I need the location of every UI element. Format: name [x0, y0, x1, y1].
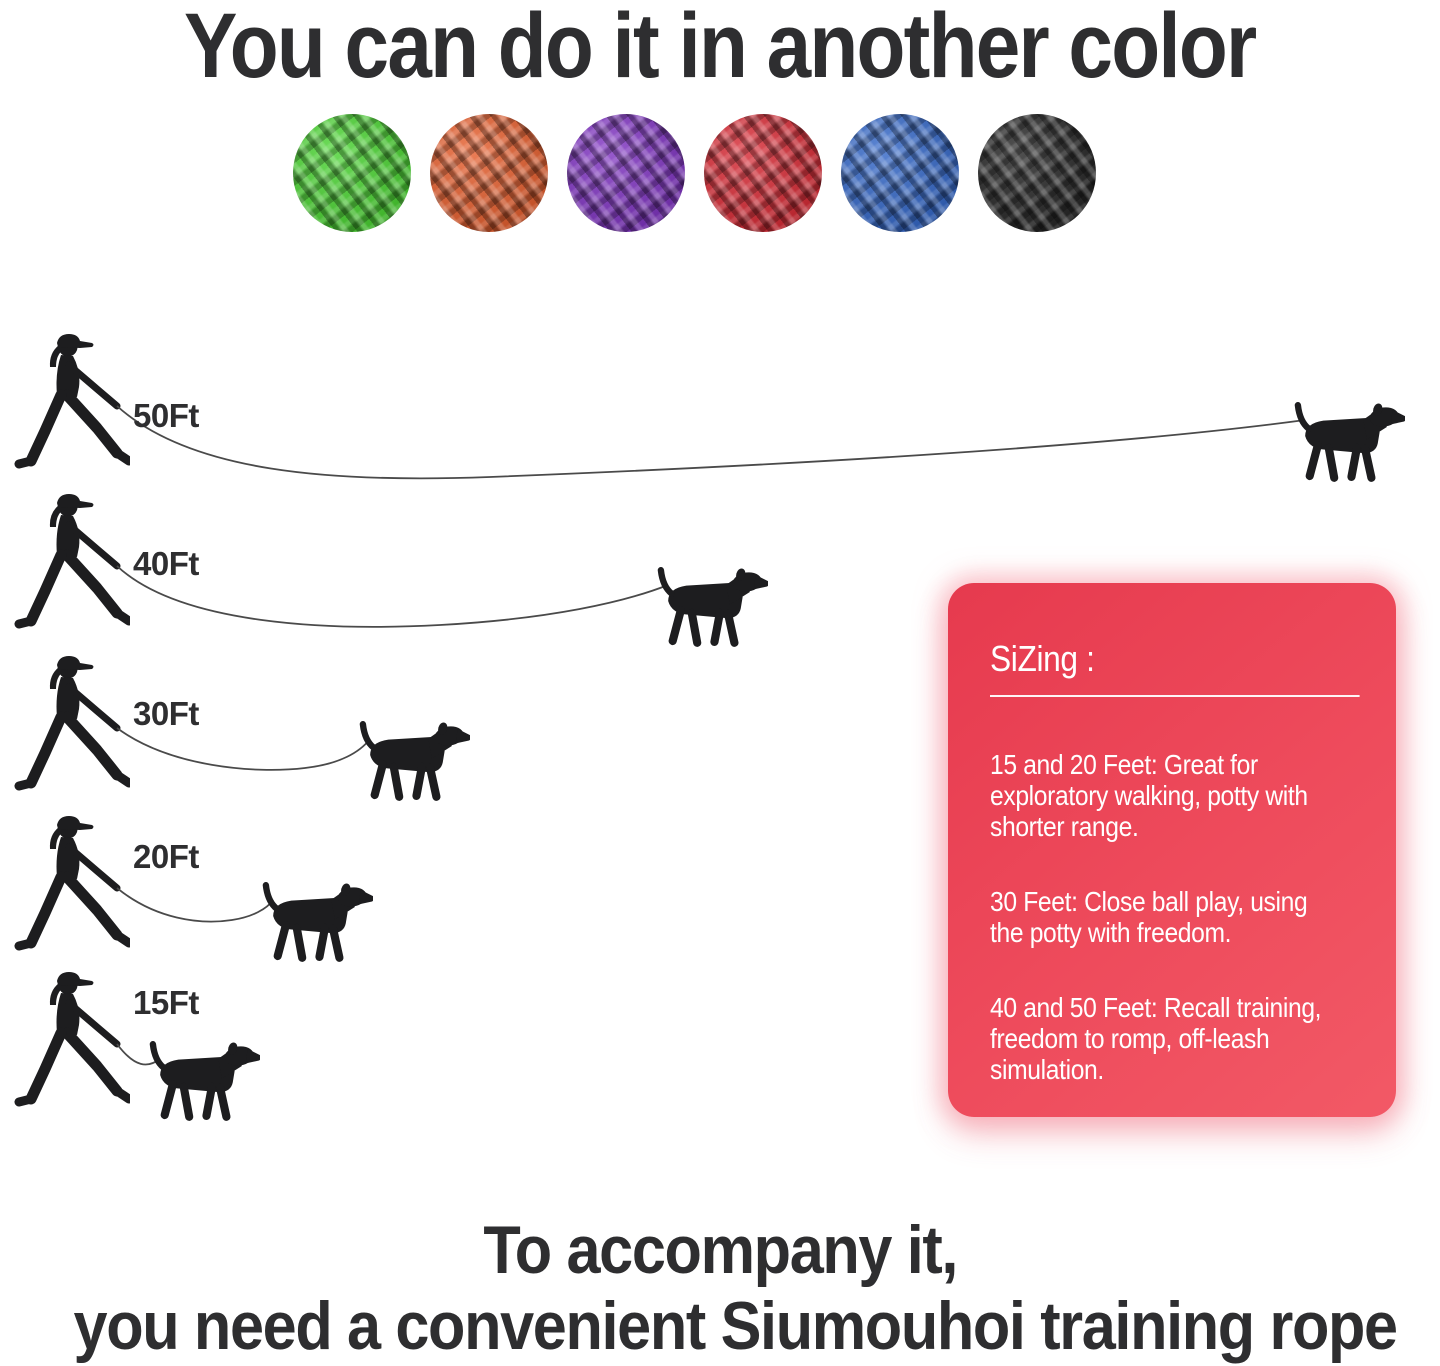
length-label-50ft: 50Ft [133, 397, 199, 434]
dog-icon [266, 882, 374, 957]
sizing-paragraph-15-20ft: 15 and 20 Feet: Great for exploratory wa… [990, 749, 1360, 842]
sizing-paragraph-line: the potty with freedom. [990, 917, 1232, 948]
footer-line-1: To accompany it, [483, 1212, 958, 1288]
dog-icon [363, 721, 471, 796]
footer-headline: To accompany it, you need a convenient S… [0, 1212, 1440, 1364]
sizing-card-content: SiZing : 15 and 20 Feet: Great for explo… [990, 639, 1360, 1085]
page-title-text: You can do it in another color [184, 0, 1257, 97]
sizing-paragraph-line: freedom to romp, off-leash [990, 1023, 1270, 1054]
leash-line [116, 887, 274, 923]
leash-row-30ft: 30Ft [19, 656, 471, 797]
leash-row-50ft: 50Ft [19, 334, 1406, 478]
leash-row-20ft: 20Ft [19, 816, 374, 958]
length-label-20ft: 20Ft [133, 838, 199, 875]
leash-row-40ft: 40Ft [19, 494, 769, 643]
person-icon [19, 656, 129, 786]
leash-line [116, 405, 1306, 480]
sizing-paragraph-line: shorter range. [990, 811, 1139, 842]
page-title: You can do it in another color [0, 0, 1440, 99]
sizing-heading: SiZing : [990, 638, 1095, 679]
footer-line-2: you need a convenient Siumouhoi training… [73, 1288, 1399, 1364]
dog-icon [661, 567, 769, 642]
length-label-40ft: 40Ft [133, 545, 199, 582]
person-icon [19, 334, 129, 464]
sizing-paragraph-line: exploratory walking, potty with [990, 780, 1308, 811]
person-icon [19, 494, 129, 624]
leash-length-diagram: 50Ft 40Ft 30Ft 20Ft 15Ft [0, 330, 1440, 1140]
sizing-paragraph-line: 15 and 20 Feet: Great for [990, 749, 1258, 780]
color-swatch-black [978, 114, 1096, 232]
sizing-divider [990, 695, 1360, 697]
leash-line [116, 727, 371, 771]
color-swatches [293, 114, 1096, 232]
dog-icon [1298, 402, 1406, 477]
leash-line [116, 565, 669, 628]
sizing-paragraph-30ft: 30 Feet: Close ball play, using the pott… [990, 886, 1360, 948]
color-swatch-orange [430, 114, 548, 232]
color-swatch-red [704, 114, 822, 232]
sizing-paragraph-40-50ft: 40 and 50 Feet: Recall training, freedom… [990, 992, 1360, 1085]
sizing-paragraph-line: simulation. [990, 1054, 1104, 1085]
color-swatch-purple [567, 114, 685, 232]
person-icon [19, 972, 129, 1102]
leash-row-15ft: 15Ft [19, 972, 261, 1117]
sizing-paragraph-line: 40 and 50 Feet: Recall training, [990, 992, 1322, 1023]
color-swatch-blue [841, 114, 959, 232]
dog-icon [153, 1041, 261, 1116]
person-icon [19, 816, 129, 946]
sizing-card: SiZing : 15 and 20 Feet: Great for explo… [948, 583, 1396, 1117]
length-label-30ft: 30Ft [133, 695, 199, 732]
sizing-paragraph-line: 30 Feet: Close ball play, using [990, 886, 1308, 917]
length-label-15ft: 15Ft [133, 984, 199, 1021]
color-swatch-green [293, 114, 411, 232]
